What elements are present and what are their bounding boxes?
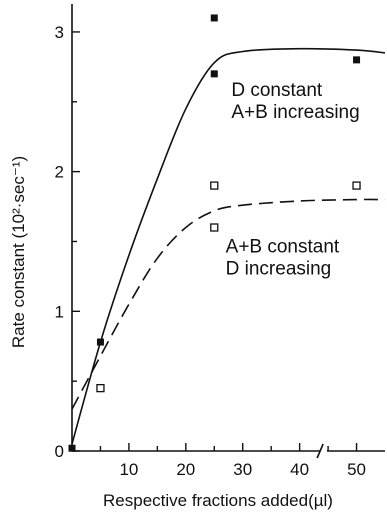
y-tick-label: 2	[55, 163, 64, 182]
filled-square-point	[68, 444, 76, 452]
x-tick-label: 30	[233, 460, 252, 479]
x-tick-label: 10	[119, 460, 138, 479]
x-tick-label: 50	[347, 460, 366, 479]
axes	[71, 4, 385, 459]
filled-square-point	[210, 70, 218, 78]
series-1-curve	[71, 47, 386, 445]
fitted-curves	[71, 47, 386, 445]
x-tick-label: 20	[176, 460, 195, 479]
y-axis-label: Rate constant (10²·sec⁻¹)	[9, 156, 28, 348]
open-square-point	[210, 223, 219, 232]
annotation-line: A+B increasing	[231, 102, 359, 123]
x-axis-label: Respective fractions added(µl)	[103, 491, 333, 510]
y-tick-label: 1	[55, 302, 64, 321]
open-square-point	[352, 181, 361, 190]
filled-square-point	[353, 56, 361, 64]
annotation-line: D increasing	[226, 259, 332, 280]
annotation-line: A+B constant	[226, 237, 340, 258]
filled-square-point	[210, 14, 218, 22]
filled-square-point	[96, 338, 104, 346]
data-points	[68, 14, 361, 452]
y-tick-label: 0	[55, 442, 64, 461]
series-2-curve	[71, 198, 386, 410]
open-square-point	[210, 181, 219, 190]
ticks: 0 1 2 3 10 20 30 40 50	[55, 23, 366, 479]
y-tick-label: 3	[55, 23, 64, 42]
x-tick-label: 40	[290, 460, 309, 479]
axis-break-mark	[316, 443, 324, 459]
open-square-point	[96, 383, 105, 393]
annotation-line: D constant	[231, 80, 323, 101]
